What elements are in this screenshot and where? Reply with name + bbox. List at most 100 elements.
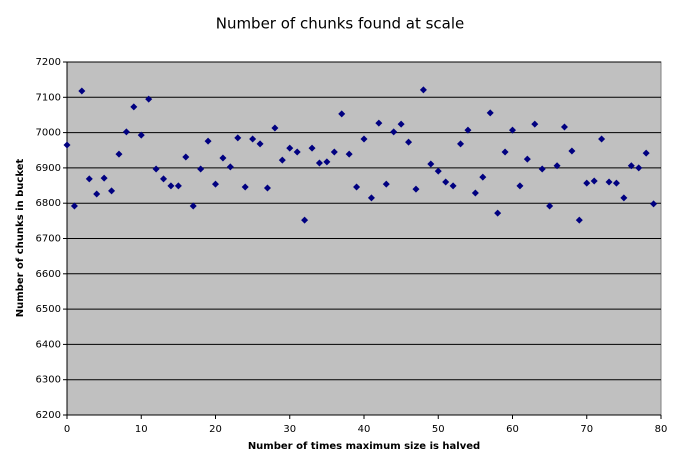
point	[78, 87, 86, 95]
point	[509, 126, 516, 134]
y-tick-label: 7200	[36, 57, 61, 68]
y-axis-label: Number of chunks in bucket	[15, 159, 26, 318]
point	[419, 86, 427, 94]
point	[160, 175, 168, 183]
point	[650, 200, 658, 208]
point	[137, 131, 145, 139]
point	[486, 109, 494, 117]
point	[338, 110, 346, 118]
x-tick-label: 0	[64, 424, 70, 435]
y-tick-label: 6800	[36, 198, 61, 209]
point	[330, 148, 338, 156]
point	[85, 175, 93, 183]
point	[627, 162, 635, 170]
point	[612, 179, 620, 187]
point	[234, 134, 242, 142]
point	[367, 194, 375, 202]
point	[442, 178, 450, 186]
point	[115, 150, 123, 158]
point	[360, 135, 368, 143]
point	[204, 137, 212, 145]
x-tick-label: 50	[432, 424, 445, 435]
point	[538, 165, 546, 173]
point	[635, 164, 643, 172]
point	[226, 163, 234, 171]
x-axis-label: Number of times maximum size is halved	[248, 441, 480, 452]
x-tick-label: 30	[283, 424, 296, 435]
point	[583, 179, 591, 187]
y-tick-label: 6500	[36, 304, 61, 315]
point	[263, 184, 271, 192]
point	[375, 119, 383, 127]
y-tick-label: 6900	[36, 163, 61, 174]
point	[271, 124, 279, 132]
y-tick-label: 6300	[36, 375, 61, 386]
point	[598, 135, 606, 143]
point	[405, 138, 413, 146]
point	[464, 126, 472, 134]
point	[241, 183, 249, 191]
point	[278, 156, 286, 164]
point	[167, 182, 175, 190]
point	[523, 155, 531, 163]
chart-title: Number of chunks found at scale	[216, 15, 465, 33]
point	[382, 180, 390, 188]
point	[353, 183, 361, 191]
point	[575, 216, 583, 224]
point	[553, 162, 561, 170]
point	[152, 165, 160, 173]
point	[286, 144, 294, 152]
point	[122, 128, 130, 136]
x-tick-label: 80	[655, 424, 668, 435]
point	[642, 149, 650, 157]
point	[130, 103, 138, 111]
point	[568, 147, 576, 155]
point	[219, 154, 227, 162]
point	[449, 182, 457, 190]
point	[256, 140, 264, 148]
point	[70, 202, 78, 210]
point	[494, 209, 502, 217]
point	[197, 165, 205, 173]
point	[620, 194, 628, 202]
point	[182, 153, 190, 161]
point	[546, 202, 554, 210]
point	[605, 178, 613, 186]
point	[390, 128, 398, 136]
point	[516, 182, 524, 190]
point	[145, 95, 153, 103]
x-tick-label: 70	[580, 424, 593, 435]
point	[457, 140, 465, 148]
x-tick-label: 20	[209, 424, 222, 435]
y-tick-label: 7000	[36, 128, 61, 139]
y-tick-label: 6600	[36, 269, 61, 280]
point	[397, 120, 405, 128]
point	[108, 187, 116, 195]
point	[174, 182, 182, 190]
x-tick-label: 40	[358, 424, 371, 435]
point	[479, 173, 487, 181]
point	[427, 160, 435, 168]
point	[293, 148, 301, 156]
point	[412, 185, 420, 193]
point	[63, 141, 71, 149]
x-tick-label: 10	[135, 424, 148, 435]
point	[212, 180, 219, 188]
point	[434, 167, 442, 175]
point	[560, 123, 568, 131]
point	[308, 144, 316, 152]
y-tick-label: 6400	[36, 339, 61, 350]
point	[249, 135, 257, 143]
point	[93, 190, 101, 198]
y-tick-label: 6200	[36, 410, 61, 421]
point	[501, 148, 509, 156]
x-tick-label: 60	[506, 424, 519, 435]
point	[315, 159, 323, 167]
point	[301, 216, 309, 224]
y-tick-label: 6700	[36, 234, 61, 245]
point	[471, 189, 479, 197]
point	[345, 150, 353, 158]
point	[100, 174, 108, 182]
point	[590, 177, 598, 185]
